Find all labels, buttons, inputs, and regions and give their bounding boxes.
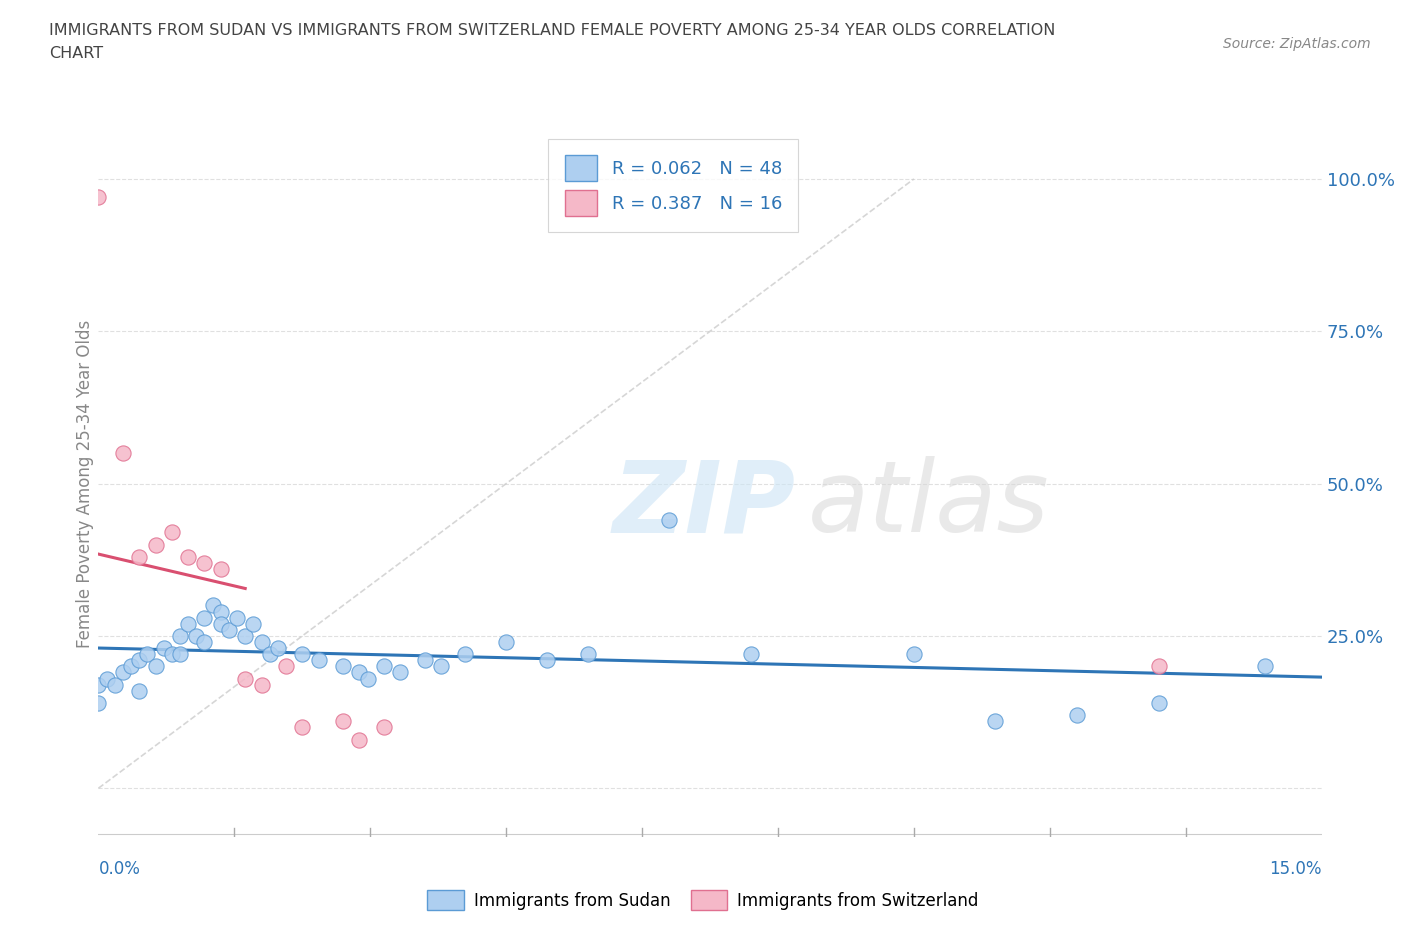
Text: Source: ZipAtlas.com: Source: ZipAtlas.com xyxy=(1223,37,1371,51)
Point xyxy=(291,720,314,735)
Point xyxy=(740,646,762,661)
Legend: Immigrants from Sudan, Immigrants from Switzerland: Immigrants from Sudan, Immigrants from S… xyxy=(420,884,986,917)
Point xyxy=(128,550,150,565)
Point xyxy=(233,671,256,686)
Point xyxy=(903,646,925,661)
Point xyxy=(218,622,240,637)
Text: CHART: CHART xyxy=(49,46,103,61)
Point xyxy=(250,634,273,649)
Point xyxy=(128,684,150,698)
Point xyxy=(120,659,142,674)
Text: IMMIGRANTS FROM SUDAN VS IMMIGRANTS FROM SWITZERLAND FEMALE POVERTY AMONG 25-34 : IMMIGRANTS FROM SUDAN VS IMMIGRANTS FROM… xyxy=(49,23,1056,38)
Point xyxy=(413,653,436,668)
Point xyxy=(495,634,517,649)
Point xyxy=(209,617,232,631)
Point xyxy=(291,646,314,661)
Point xyxy=(259,646,281,661)
Point xyxy=(209,604,232,619)
Point xyxy=(373,720,395,735)
Point xyxy=(96,671,118,686)
Point xyxy=(152,641,174,656)
Point xyxy=(1066,708,1088,723)
Text: atlas: atlas xyxy=(808,457,1049,553)
Point xyxy=(87,696,110,711)
Point xyxy=(160,525,183,539)
Point xyxy=(111,665,134,680)
Point xyxy=(160,646,183,661)
Point xyxy=(332,714,354,729)
Point xyxy=(389,665,412,680)
Point xyxy=(1253,659,1275,674)
Point xyxy=(136,646,159,661)
Point xyxy=(242,617,264,631)
Point xyxy=(111,445,134,460)
Legend: R = 0.062   N = 48, R = 0.387   N = 16: R = 0.062 N = 48, R = 0.387 N = 16 xyxy=(548,140,799,232)
Y-axis label: Female Poverty Among 25-34 Year Olds: Female Poverty Among 25-34 Year Olds xyxy=(76,320,94,647)
Point xyxy=(349,732,371,747)
Point xyxy=(226,610,249,625)
Point xyxy=(536,653,558,668)
Point xyxy=(1147,659,1170,674)
Point xyxy=(332,659,354,674)
Point xyxy=(193,555,215,570)
Text: 15.0%: 15.0% xyxy=(1270,860,1322,878)
Point xyxy=(454,646,477,661)
Point xyxy=(576,646,599,661)
Point xyxy=(104,677,127,692)
Point xyxy=(209,562,232,577)
Point xyxy=(145,659,167,674)
Point xyxy=(169,646,191,661)
Point xyxy=(373,659,395,674)
Point xyxy=(128,653,150,668)
Text: 0.0%: 0.0% xyxy=(98,860,141,878)
Point xyxy=(177,617,200,631)
Point xyxy=(169,629,191,644)
Point xyxy=(233,629,256,644)
Point xyxy=(145,538,167,552)
Text: ZIP: ZIP xyxy=(612,457,796,553)
Point xyxy=(250,677,273,692)
Point xyxy=(349,665,371,680)
Point xyxy=(430,659,453,674)
Point xyxy=(1147,696,1170,711)
Point xyxy=(201,598,224,613)
Point xyxy=(193,610,215,625)
Point xyxy=(267,641,290,656)
Point xyxy=(87,677,110,692)
Point xyxy=(186,629,208,644)
Point xyxy=(356,671,378,686)
Point xyxy=(87,190,110,205)
Point xyxy=(984,714,1007,729)
Point xyxy=(308,653,330,668)
Point xyxy=(658,512,681,527)
Point xyxy=(274,659,297,674)
Point xyxy=(177,550,200,565)
Point xyxy=(193,634,215,649)
